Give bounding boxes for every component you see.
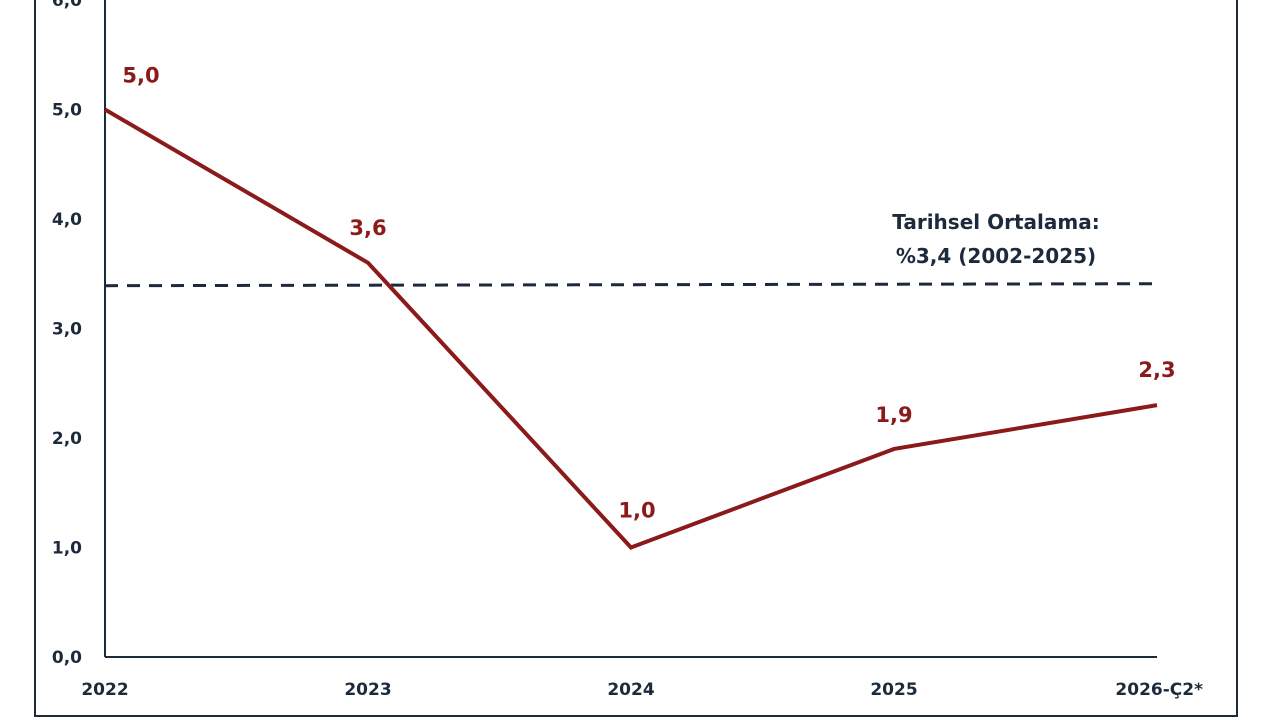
y-tick-label: 2,0 [52, 429, 82, 449]
reference-label-title: Tarihsel Ortalama: [892, 210, 1099, 234]
series-group [103, 107, 1158, 550]
x-tick-label: 2026-Ç2* [1115, 680, 1203, 700]
x-tick-label: 2023 [344, 680, 391, 700]
x-tick-label: 2025 [870, 680, 917, 700]
chart-border [34, 0, 1238, 717]
data-labels: 5,0 3,6 1,0 1,9 2,3 [122, 64, 1175, 523]
y-tick-label: 1,0 [52, 539, 82, 559]
data-label: 1,9 [875, 403, 912, 427]
y-tick-label: 3,0 [52, 320, 82, 340]
data-label: 5,0 [122, 64, 159, 88]
x-tick-label: 2024 [607, 680, 654, 700]
axes: 0,0 1,0 2,0 3,0 4,0 5,0 6,0 2022 2023 2024 2025 202… [52, 0, 1203, 700]
y-tick-label: 0,0 [52, 648, 82, 668]
data-label: 1,0 [618, 499, 655, 523]
y-tick-label: 5,0 [52, 101, 82, 121]
historical-average-line [104, 282, 1158, 288]
reference-label-value: %3,4 (2002-2025) [896, 244, 1096, 268]
x-tick-label: 2022 [81, 680, 128, 700]
series-line [103, 107, 1158, 550]
y-tick-label: 4,0 [52, 210, 82, 230]
y-tick-label: 6,0 [52, 0, 82, 11]
data-label: 3,6 [349, 216, 386, 240]
reference-line-group: Tarihsel Ortalama: %3,4 (2002-2025) [104, 210, 1158, 288]
data-label: 2,3 [1138, 358, 1175, 382]
